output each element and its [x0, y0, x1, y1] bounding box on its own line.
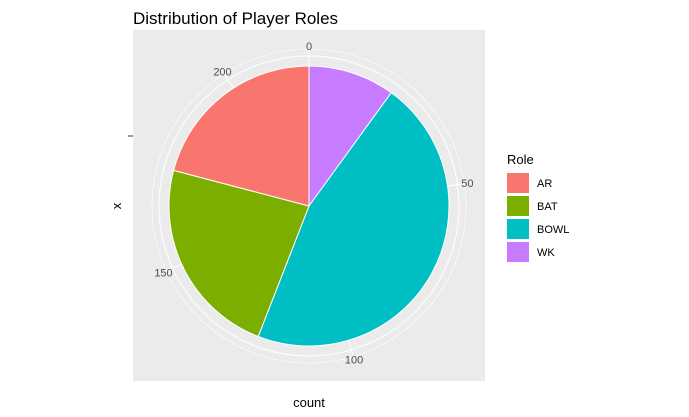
legend-key-ar: [507, 173, 529, 193]
theta-tick-label: 100: [345, 355, 363, 367]
theta-tick-label: 50: [461, 178, 473, 190]
slice-ar: [172, 65, 310, 207]
legend-label-bat: BAT: [537, 201, 558, 213]
legend-label-bowl: BOWL: [537, 224, 569, 236]
legend-label-ar: AR: [537, 178, 552, 190]
legend: Role AR BAT BOWL WK: [507, 152, 569, 262]
legend-key-bat: [507, 196, 529, 216]
legend-key-wk: [507, 242, 529, 262]
x-axis-title: count: [293, 395, 325, 410]
legend-key-bowl: [507, 219, 529, 239]
slice-bat: [168, 169, 310, 338]
pie-slices: [168, 65, 450, 347]
slice-bowl: [257, 92, 450, 347]
y-axis-title: x: [109, 202, 124, 209]
theta-tick-label: 0: [306, 41, 312, 53]
theta-tick-label: 200: [213, 66, 231, 78]
legend-title: Role: [507, 152, 534, 167]
theta-ticks: 0 50 100 150 200: [154, 41, 473, 367]
legend-label-wk: WK: [537, 247, 555, 259]
slice-wk: [308, 65, 392, 208]
chart-title: Distribution of Player Roles: [133, 9, 338, 28]
theta-tick-label: 150: [154, 268, 172, 280]
